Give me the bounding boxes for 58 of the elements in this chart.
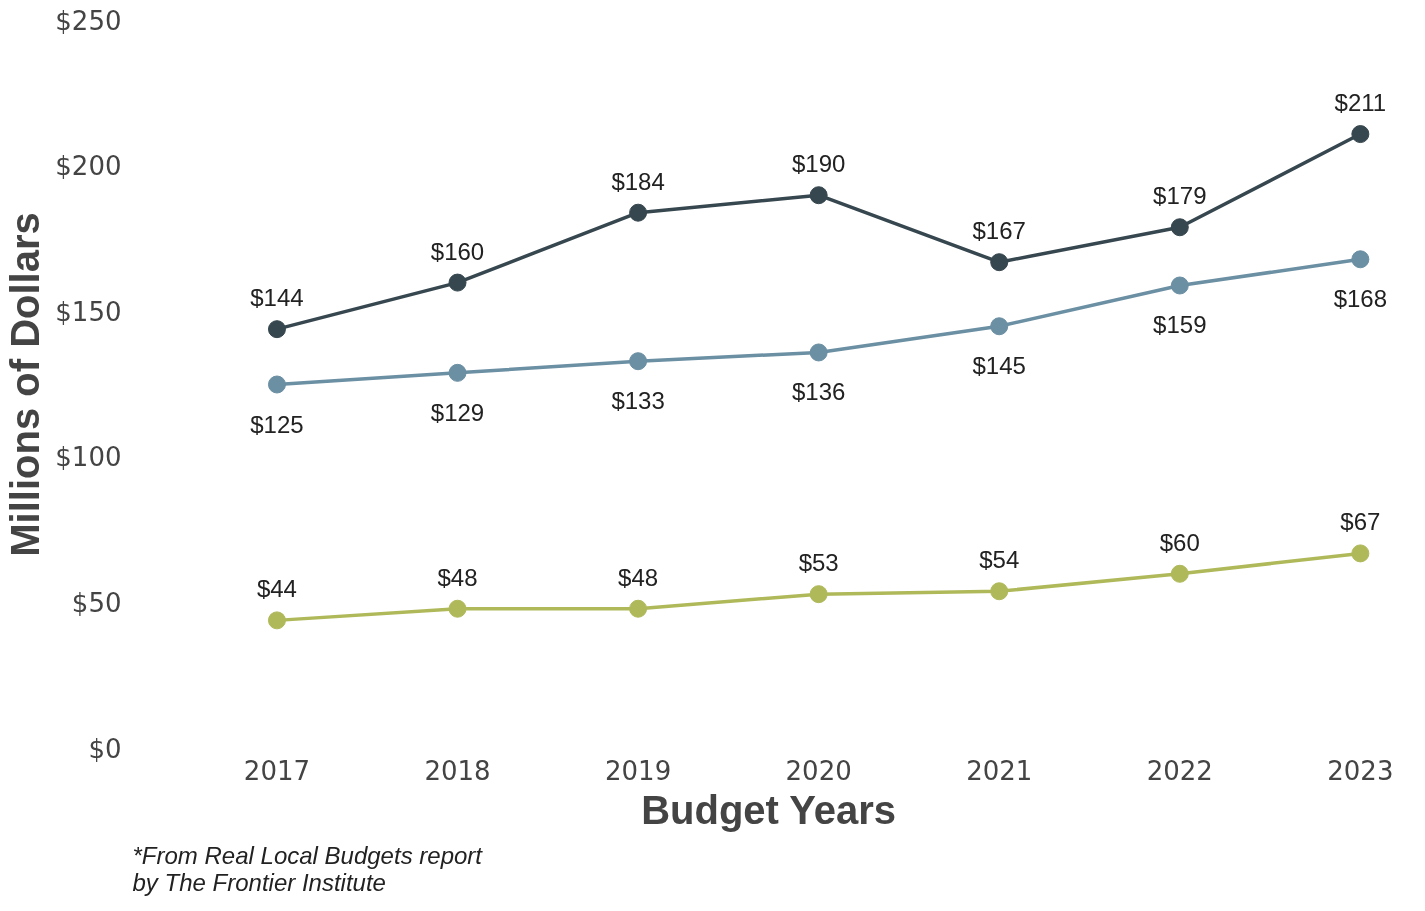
data-label: $60 — [1159, 528, 1200, 556]
data-label: $144 — [250, 284, 304, 312]
point — [267, 375, 286, 394]
text: *From Real Local Budgets report by The Frontier Institute — [132, 841, 484, 896]
y-tick-label: $200 — [55, 151, 122, 182]
x-tick-label: 2023 — [1327, 755, 1394, 786]
point — [448, 273, 467, 292]
point — [448, 363, 467, 382]
data-label: $159 — [1153, 311, 1207, 339]
point — [990, 253, 1009, 272]
point — [1351, 250, 1370, 269]
point — [809, 343, 828, 362]
point — [809, 585, 828, 604]
point — [629, 352, 648, 371]
x-axis-title: Budget Years — [641, 787, 897, 832]
data-label: $125 — [250, 410, 304, 438]
x-tick-label: 2017 — [243, 755, 311, 786]
point — [1170, 276, 1189, 295]
point — [990, 317, 1009, 336]
data-label: $211 — [1334, 89, 1387, 117]
data-label: $129 — [430, 398, 485, 426]
y-tick-label: $0 — [88, 733, 122, 764]
y-axis-title: Millions of Dollars — [3, 212, 48, 557]
data-label: $190 — [791, 150, 846, 178]
data-label: $44 — [256, 575, 297, 603]
y-tick-label: $250 — [55, 5, 122, 36]
y-tick-label: $100 — [55, 442, 122, 473]
data-label: $145 — [972, 352, 1026, 380]
x-tick-label: 2022 — [1146, 755, 1213, 786]
point — [267, 611, 286, 630]
point — [629, 599, 648, 618]
point — [990, 582, 1009, 601]
data-label: $54 — [979, 546, 1020, 574]
point — [1170, 564, 1189, 583]
x-tick-label: 2020 — [785, 755, 852, 786]
x-tick-label: 2018 — [424, 755, 491, 786]
point — [1351, 544, 1370, 563]
data-label: $136 — [791, 378, 846, 406]
data-label: $53 — [798, 549, 839, 577]
data-label: $160 — [430, 237, 485, 265]
data-label: $48 — [618, 563, 659, 591]
point — [809, 186, 828, 205]
point — [267, 320, 286, 339]
point — [448, 599, 467, 618]
data-label: $133 — [611, 387, 665, 415]
data-label: $67 — [1340, 508, 1381, 536]
data-label: $184 — [611, 167, 665, 195]
point — [1351, 125, 1370, 144]
point — [1170, 218, 1189, 237]
data-label: $167 — [972, 217, 1026, 245]
x-tick-label: 2019 — [605, 755, 672, 786]
data-label: $48 — [437, 563, 478, 591]
y-tick-label: $150 — [55, 296, 122, 327]
data-label: $168 — [1333, 285, 1388, 313]
point — [629, 203, 648, 222]
x-tick-label: 2021 — [966, 755, 1033, 786]
data-label: $179 — [1153, 182, 1207, 210]
y-tick-label: $50 — [71, 587, 122, 618]
